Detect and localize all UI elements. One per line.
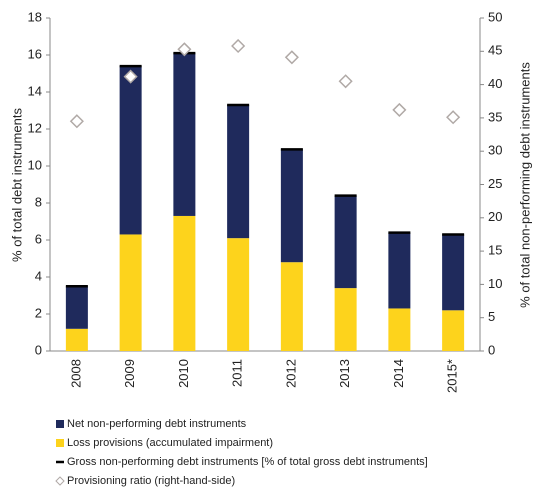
y-tick-label: 12 [28, 120, 42, 135]
y-axis-title: % of total debt instruments [9, 108, 24, 262]
y2-tick-label: 10 [488, 276, 502, 291]
x-tick-label: 2015* [445, 359, 460, 393]
bar-segment [334, 195, 357, 289]
bar-segment [227, 238, 250, 351]
bar-segment [388, 232, 411, 309]
bar-segment [442, 310, 465, 351]
ratio-marker [284, 50, 299, 65]
y-tick-label: 2 [35, 305, 42, 320]
y-tick-label: 0 [35, 342, 42, 357]
x-tick-label: 2009 [122, 359, 137, 388]
legend-label: Provisioning ratio (right-hand-side) [67, 475, 235, 487]
legend-swatch [56, 439, 64, 447]
legend-label: Net non-performing debt instruments [67, 418, 247, 430]
y2-tick-label: 25 [488, 176, 502, 191]
y-tick-label: 6 [35, 231, 42, 246]
y2-tick-label: 20 [488, 209, 502, 224]
y2-axis-title: % of total non-performing debt instrumen… [517, 62, 532, 308]
bar-segment [280, 262, 303, 351]
bar-segment [388, 308, 411, 351]
legend-label: Gross non-performing debt instruments [%… [67, 456, 428, 468]
ratio-marker [123, 69, 138, 84]
legend-swatch [55, 476, 65, 486]
x-tick-label: 2010 [176, 359, 191, 388]
bar-segment [280, 149, 303, 263]
bar-segment [119, 234, 142, 351]
bar-segment [334, 288, 357, 351]
x-tick-label: 2012 [283, 359, 298, 388]
ratio-marker [177, 42, 192, 57]
y-tick-label: 16 [28, 46, 42, 61]
ratio-marker [69, 114, 84, 129]
y-tick-label: 4 [35, 268, 42, 283]
y-tick-label: 8 [35, 194, 42, 209]
legend-swatch [56, 420, 64, 428]
ratio-marker [446, 110, 461, 125]
y2-tick-label: 5 [488, 309, 495, 324]
legend-label: Loss provisions (accumulated impairment) [67, 437, 273, 449]
ratio-marker [338, 74, 353, 89]
bar-segment [227, 104, 250, 239]
ratio-marker [231, 38, 246, 54]
x-tick-label: 2011 [230, 359, 245, 387]
ratio-marker [392, 102, 407, 117]
y2-tick-label: 0 [488, 342, 495, 357]
x-tick-label: 2008 [68, 359, 83, 388]
bar-segment [173, 53, 196, 216]
bar-segment [173, 215, 196, 351]
bar-segment [65, 328, 88, 351]
x-tick-label: 2014 [391, 359, 406, 388]
y2-tick-label: 40 [488, 76, 502, 91]
y2-tick-label: 35 [488, 109, 502, 124]
bar-segment [65, 286, 88, 329]
y2-tick-label: 15 [488, 243, 502, 258]
y-tick-label: 14 [28, 83, 42, 98]
y2-tick-label: 50 [488, 9, 502, 24]
y2-tick-label: 30 [488, 143, 502, 158]
bar-segment [442, 234, 465, 311]
y-tick-label: 18 [28, 9, 42, 24]
x-tick-label: 2013 [337, 359, 352, 388]
y2-tick-label: 45 [488, 43, 502, 58]
y-tick-label: 10 [28, 157, 42, 172]
bar-segment [119, 66, 142, 235]
